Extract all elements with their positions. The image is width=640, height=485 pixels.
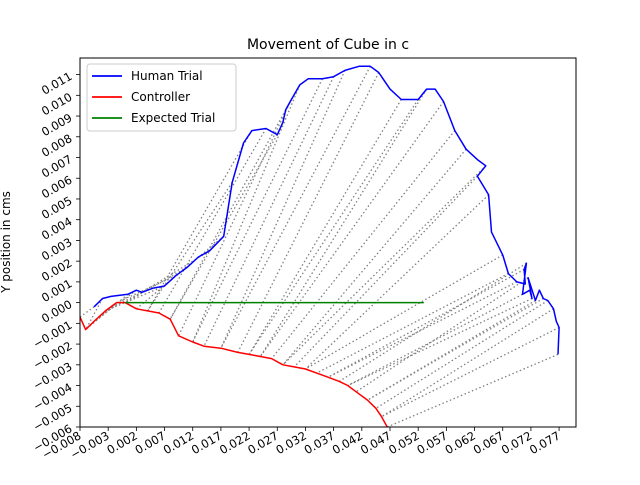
connector-line <box>327 281 518 378</box>
connector-line <box>248 99 402 355</box>
connector-line <box>305 254 504 370</box>
legend-label: Controller <box>131 90 190 104</box>
connector-line <box>169 109 287 320</box>
connector-line <box>192 78 323 343</box>
plot-area <box>80 65 560 427</box>
connector-line <box>305 194 490 370</box>
connector-line <box>105 285 165 312</box>
connector-line <box>282 148 467 366</box>
connector-line <box>347 293 523 387</box>
connector-line <box>327 268 525 378</box>
connector-line <box>386 353 559 427</box>
legend-box <box>86 63 237 132</box>
connector-line <box>192 84 301 343</box>
chart-title: Movement of Cube in c <box>247 37 409 53</box>
connector-line <box>220 65 371 349</box>
connector-line <box>116 275 177 304</box>
axes-frame <box>79 57 577 428</box>
connector-line <box>367 299 536 401</box>
connector-line <box>338 262 527 382</box>
connector-line <box>147 130 253 312</box>
series-line-human-trial <box>93 65 560 355</box>
connector-line <box>375 299 549 409</box>
axes <box>79 57 577 428</box>
connector-line <box>158 128 267 314</box>
connector-line <box>381 308 554 418</box>
connector-lines <box>80 65 560 427</box>
legend: Human Trial Controller Expected Trial <box>86 63 237 132</box>
connector-line <box>381 326 560 418</box>
y-axis-ticks: −0.006−0.005−0.004−0.003−0.002−0.0010.00… <box>31 69 80 455</box>
connector-line <box>93 289 137 322</box>
connector-line <box>248 99 419 355</box>
x-tick-label: 0.077 <box>527 428 563 457</box>
connector-line <box>259 101 445 357</box>
legend-label: Human Trial <box>131 69 203 83</box>
connector-line <box>367 297 544 401</box>
legend-label: Expected Trial <box>131 111 215 125</box>
connector-line <box>80 306 95 318</box>
connector-line <box>220 70 346 349</box>
connector-line <box>203 76 335 347</box>
connector-line <box>259 88 428 357</box>
connector-line <box>147 182 233 312</box>
connector-line <box>347 297 533 387</box>
connector-line <box>316 273 509 374</box>
connector-line <box>237 72 380 353</box>
connector-line <box>355 277 529 393</box>
connector-line <box>282 165 487 366</box>
connector-line <box>85 298 104 330</box>
y-axis-label: Y position in cms <box>0 191 13 294</box>
series-line-controller <box>80 301 388 427</box>
connector-line <box>293 175 478 368</box>
connector-line <box>169 134 278 320</box>
connector-line <box>178 99 292 337</box>
connector-line <box>105 291 143 312</box>
connector-line <box>271 130 456 359</box>
x-axis-ticks: −0.008−0.0030.0020.0070.0120.0170.0220.0… <box>40 427 563 462</box>
